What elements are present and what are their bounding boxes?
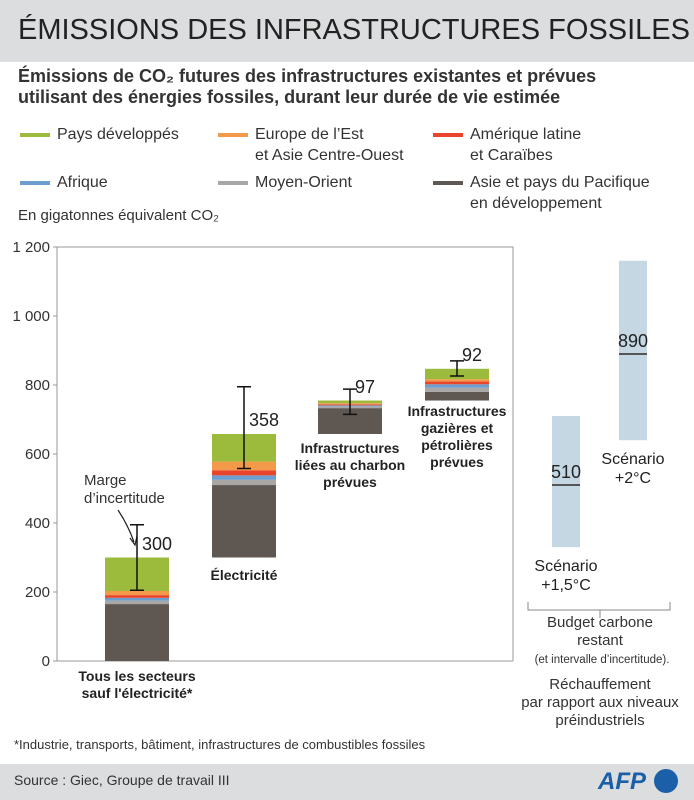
legend-label: Europe de l’Est et Asie Centre-Ouest (255, 126, 404, 164)
title-band (0, 0, 694, 62)
subtitle: Émissions de CO₂ futures des infrastruct… (18, 66, 597, 107)
footer-band (0, 764, 694, 800)
legend-label: Amérique latine et Caraïbes (470, 126, 582, 164)
logo: AFP (598, 768, 646, 795)
bar-segment (212, 475, 276, 480)
scenario-caption: Budget carbone restant (547, 614, 653, 649)
scenario-name: Scénario +2°C (601, 451, 665, 488)
category-label: Infrastructures liées au charbon prévues (294, 440, 406, 490)
legend-label: Afrique (57, 174, 108, 191)
bar-segment (105, 595, 169, 598)
error-bar (130, 523, 144, 592)
bar-segment (425, 379, 489, 382)
y-tick-label: 600 (25, 446, 50, 463)
error-bar (450, 360, 464, 377)
scenario-name: Scénario +1,5°C (534, 558, 598, 595)
error-bar (343, 388, 357, 416)
legend-label: Moyen-Orient (255, 174, 352, 191)
bar-segment (105, 604, 169, 661)
y-tick-label: 0 (42, 653, 50, 670)
scenario-note: (et intervalle d’incertitude). (534, 654, 670, 666)
y-tick-label: 200 (25, 584, 50, 601)
error-bar (237, 385, 251, 470)
total-label: 97 (355, 376, 376, 397)
title: ÉMISSIONS DES INFRASTRUCTURES FOSSILES (18, 14, 690, 46)
plot-frame (57, 246, 514, 661)
bar-segment (105, 600, 169, 605)
total-label: 358 (249, 409, 280, 430)
bar-segment (425, 391, 489, 401)
bar-segment (212, 470, 276, 476)
scenario-range (619, 260, 647, 441)
category-label: Infrastructures gazières et pétrolières … (407, 403, 507, 470)
bar-segment (425, 381, 489, 385)
y-axis-label: En gigatonnes équivalent CO₂ (18, 207, 219, 224)
legend-label: Asie et pays du Pacifique en développeme… (470, 174, 650, 212)
scenario-bracket (527, 602, 671, 618)
logo-circle (654, 769, 678, 793)
scenario-caption-2: Réchauffement par rapport aux niveaux pr… (521, 676, 679, 729)
scenario-median-label: 890 (617, 330, 649, 351)
annotation-arrow (117, 509, 135, 543)
bar-segment (425, 384, 489, 388)
y-tick-label: 1 000 (12, 308, 50, 325)
bar-segment (425, 387, 489, 392)
footnote: *Industrie, transports, bâtiment, infras… (14, 737, 426, 752)
bar-segment (212, 479, 276, 486)
scenario-median-label: 510 (550, 462, 582, 483)
total-label: 300 (142, 533, 173, 554)
legend-label: Pays développés (57, 126, 179, 143)
bar-segment (105, 597, 169, 601)
annotation: Marge d’incertitude (84, 472, 165, 507)
bar-segment (212, 485, 276, 558)
source: Source : Giec, Groupe de travail III (14, 772, 230, 788)
category-label: Tous les secteurs sauf l'électricité* (78, 668, 196, 701)
total-label: 92 (462, 344, 483, 365)
y-tick-label: 400 (25, 515, 50, 532)
bar-segment (105, 590, 169, 596)
y-tick-label: 1 200 (12, 239, 50, 256)
category-label: Électricité (210, 567, 278, 583)
scenario-range (552, 416, 580, 548)
y-tick-label: 800 (25, 377, 50, 394)
